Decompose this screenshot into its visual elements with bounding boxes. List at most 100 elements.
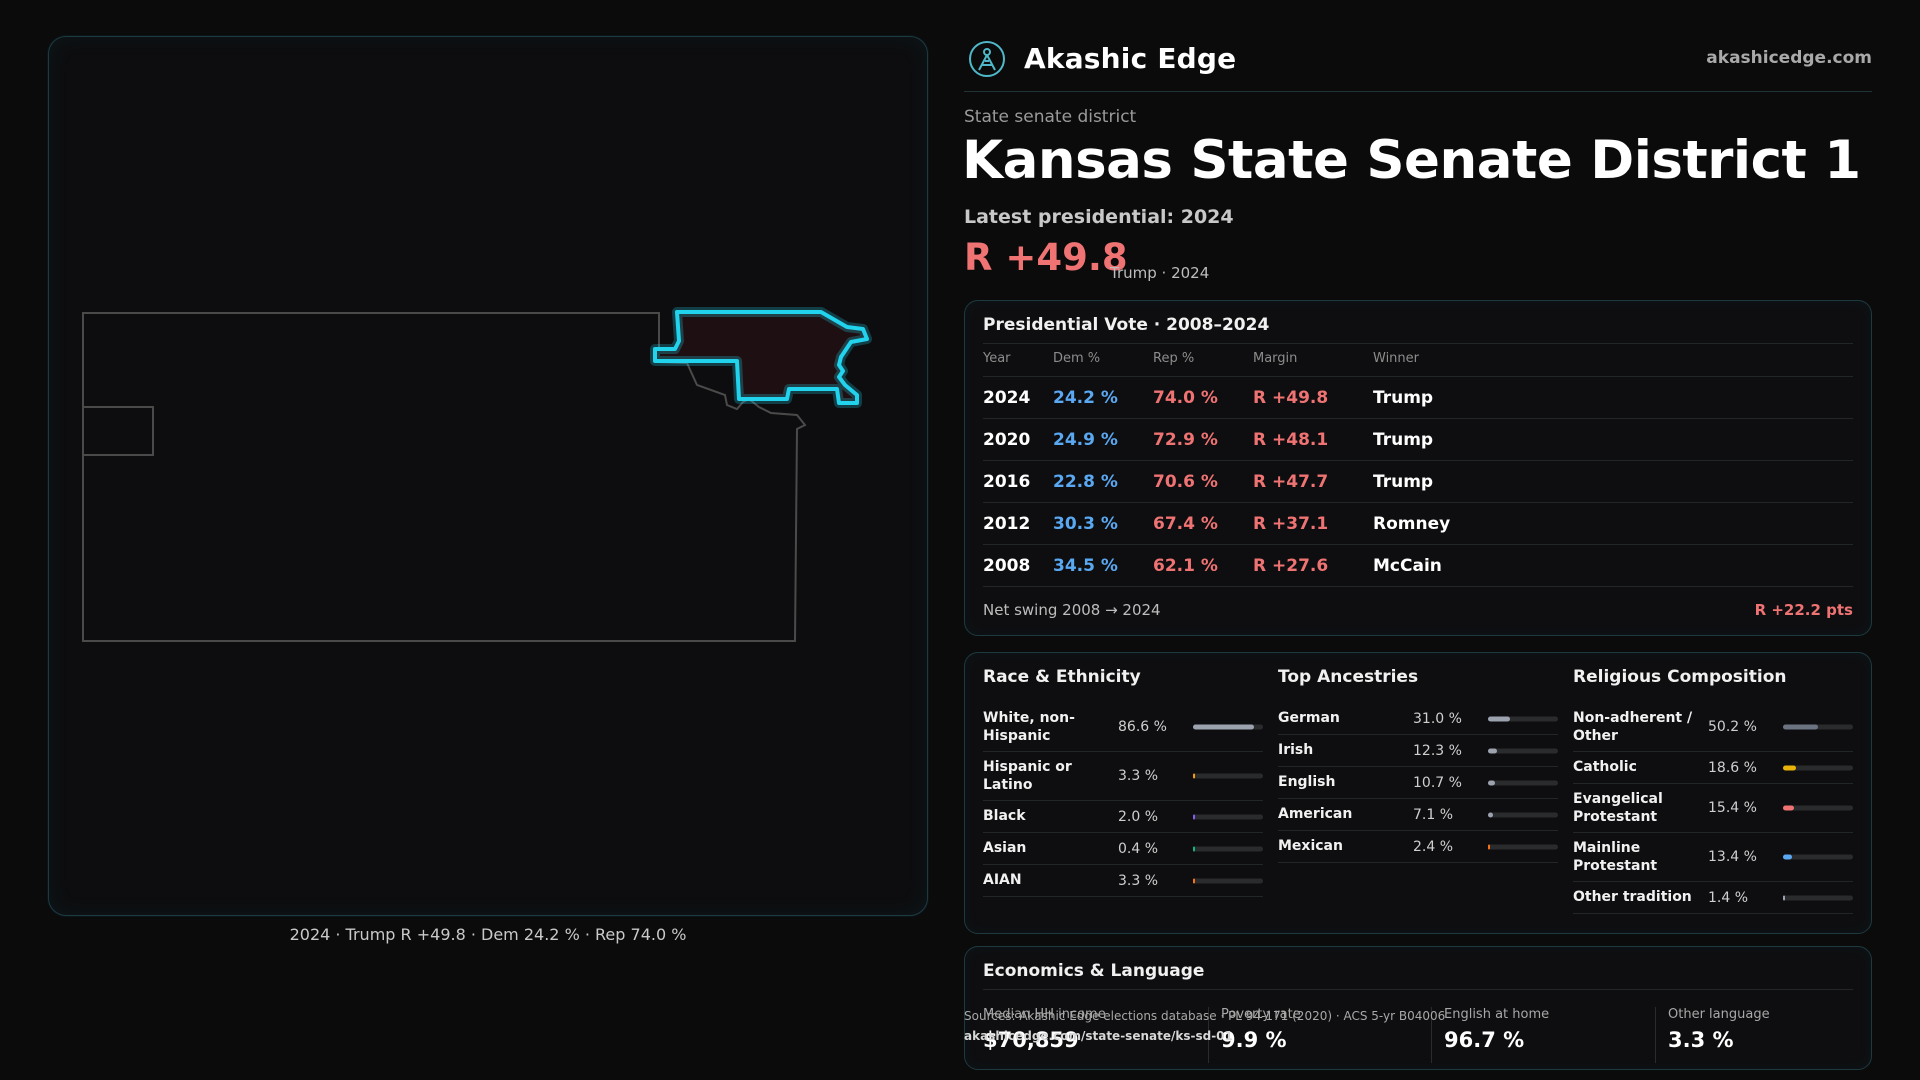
bar-label: Black [983, 808, 1026, 824]
bar-value: 3.3 % [1118, 768, 1159, 784]
net-swing-value: R +22.2 pts [1754, 601, 1853, 619]
bar-row: Irish 12.3 % [1278, 735, 1558, 767]
bar-label: Mainline Protestant [1573, 840, 1658, 874]
metric-other-language: Other language 3.3 % [1655, 1007, 1770, 1063]
bar-track [1193, 773, 1263, 779]
bar-value: 15.4 % [1708, 800, 1757, 816]
economics-title: Economics & Language [983, 961, 1205, 981]
bar-row: Non-adherent / Other 50.2 % [1573, 703, 1853, 752]
source-line: Sources: Akashic Edge elections database… [964, 1009, 1446, 1023]
latest-presidential-label: Latest presidential: 2024 [964, 206, 1234, 228]
district-map[interactable] [49, 37, 929, 917]
source-note: Sources: Akashic Edge elections database… [964, 1006, 1445, 1046]
ancestry-title: Top Ancestries [1278, 667, 1419, 687]
bar-fill [1488, 716, 1510, 721]
bar-label: Hispanic or Latino [983, 759, 1072, 793]
ancestry-column: Top Ancestries German 31.0 % Irish 12.3 % En… [1278, 667, 1558, 863]
column-header-rep: Rep % [1153, 351, 1195, 366]
metric-label: Other language [1668, 1007, 1770, 1022]
cell-margin: R +37.1 [1253, 514, 1329, 534]
bar-track [1193, 814, 1263, 819]
cell-year: 2008 [983, 556, 1031, 576]
column-header-winner: Winner [1373, 351, 1420, 366]
bar-row: American 7.1 % [1278, 799, 1558, 831]
bar-fill [1193, 878, 1196, 883]
bar-value: 7.1 % [1413, 806, 1454, 823]
bar-value: 1.4 % [1708, 889, 1749, 906]
metric-value: 3.3 % [1668, 1028, 1734, 1052]
bar-value: 0.4 % [1118, 840, 1159, 857]
cell-year: 2012 [983, 514, 1031, 534]
cell-rep: 70.6 % [1153, 472, 1218, 492]
bar-label: Non-adherent / Other [1573, 710, 1693, 744]
bar-fill [1193, 724, 1254, 730]
bar-label: Other tradition [1573, 889, 1692, 905]
bar-fill [1488, 748, 1497, 753]
cell-winner: Trump [1373, 388, 1434, 408]
bar-label: English [1278, 774, 1336, 790]
brand-bar: Akashic Edge akashicedge.com [964, 36, 1872, 92]
bar-value: 2.0 % [1118, 808, 1159, 825]
cell-rep: 67.4 % [1153, 514, 1218, 534]
race-column: Race & Ethnicity White, non-Hispanic 86.6… [983, 667, 1263, 897]
cell-margin: R +47.7 [1253, 472, 1329, 492]
bar-fill [1193, 814, 1195, 819]
net-swing-label: Net swing 2008 → 2024 [983, 601, 1161, 619]
latest-margin-note: Trump · 2024 [1110, 264, 1210, 282]
cell-margin: R +27.6 [1253, 556, 1329, 576]
cell-dem: 22.8 % [1053, 472, 1118, 492]
cell-year: 2016 [983, 472, 1031, 492]
bar-track [1783, 805, 1853, 811]
source-url[interactable]: akashicedge.com/state-senate/ks-sd-01 [964, 1029, 1233, 1043]
bar-track [1488, 748, 1558, 753]
bar-track [1783, 895, 1853, 900]
cell-dem: 24.9 % [1053, 430, 1118, 450]
cell-margin: R +48.1 [1253, 430, 1329, 450]
metric-english-at-home: English at home 96.7 % [1431, 1007, 1549, 1063]
bar-track [1193, 878, 1263, 883]
bar-fill [1783, 895, 1785, 900]
brand-name[interactable]: Akashic Edge [1024, 42, 1237, 75]
bar-fill [1193, 773, 1196, 779]
bar-row: Catholic 18.6 % [1573, 752, 1853, 784]
map-panel[interactable] [48, 36, 928, 916]
economics-card: Economics & Language Median HH income $7… [964, 946, 1872, 1070]
metric-median-income: Median HH income $70,859 [983, 1007, 1106, 1063]
bar-track [1783, 765, 1853, 770]
cell-dem: 30.3 % [1053, 514, 1118, 534]
brand-url[interactable]: akashicedge.com [1706, 48, 1872, 68]
cell-dem: 24.2 % [1053, 388, 1118, 408]
page-kicker: State senate district [964, 107, 1137, 127]
presidential-vote-card: Presidential Vote · 2008–2024 Year Dem %… [964, 300, 1872, 636]
bar-track [1488, 812, 1558, 817]
bar-value: 12.3 % [1413, 742, 1462, 759]
cell-dem: 34.5 % [1053, 556, 1118, 576]
bar-label: Evangelical Protestant [1573, 791, 1663, 825]
bar-label: American [1278, 806, 1353, 822]
bar-row: Mexican 2.4 % [1278, 831, 1558, 863]
bar-value: 3.3 % [1118, 872, 1159, 889]
presidential-card-title: Presidential Vote · 2008–2024 [983, 315, 1270, 335]
metric-poverty-rate: Poverty rate 9.9 % [1208, 1007, 1301, 1063]
divider [983, 343, 1853, 344]
table-row: 2016 22.8 % 70.6 % R +47.7 Trump [983, 461, 1853, 503]
bar-fill [1783, 765, 1797, 770]
bar-fill [1783, 854, 1793, 860]
table-row: 2024 24.2 % 74.0 % R +49.8 Trump [983, 377, 1853, 419]
column-header-year: Year [983, 351, 1011, 366]
bar-row: Hispanic or Latino 3.3 % [983, 752, 1263, 801]
cell-winner: McCain [1373, 556, 1442, 576]
district-shape[interactable] [653, 310, 869, 405]
cell-rep: 72.9 % [1153, 430, 1218, 450]
bar-value: 10.7 % [1413, 774, 1462, 791]
state-inset [83, 406, 154, 456]
latest-margin: R +49.8 [964, 236, 1128, 279]
bar-track [1193, 724, 1263, 730]
column-header-dem: Dem % [1053, 351, 1101, 366]
bar-label: AIAN [983, 872, 1022, 888]
cell-rep: 62.1 % [1153, 556, 1218, 576]
page-title: Kansas State Senate District 1 [962, 130, 1861, 191]
bar-label: Catholic [1573, 759, 1637, 775]
bar-track [1488, 716, 1558, 721]
bar-track [1488, 780, 1558, 785]
